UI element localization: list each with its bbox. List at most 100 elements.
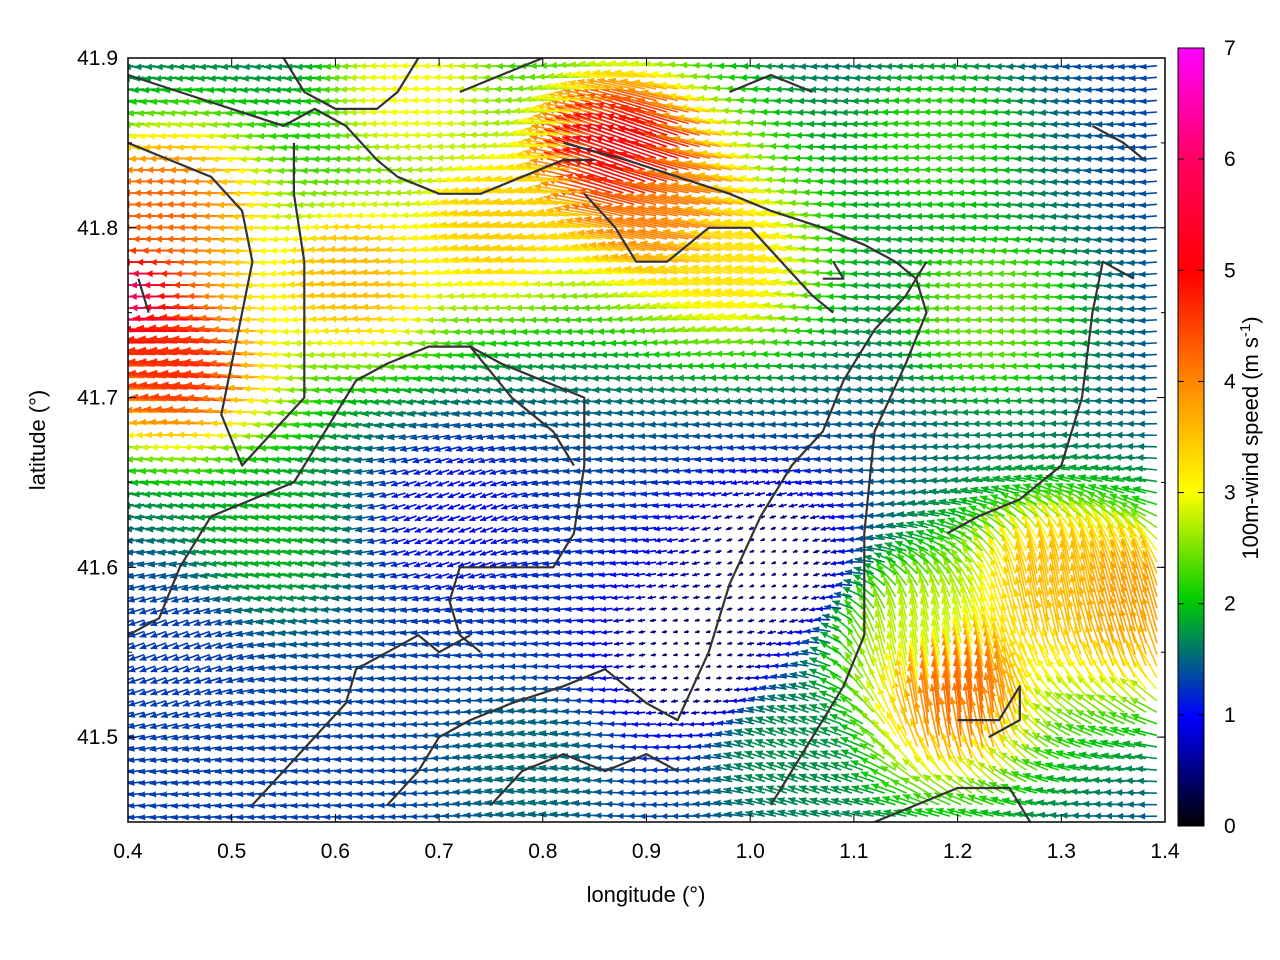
wind-arrow — [989, 546, 1006, 586]
wind-arrow — [632, 721, 646, 727]
wind-arrow — [747, 630, 755, 634]
wind-arrow — [683, 618, 689, 622]
wind-arrow — [776, 491, 787, 497]
wind-arrow — [851, 785, 875, 794]
wind-arrow — [610, 572, 624, 578]
wind-arrow — [754, 750, 777, 760]
wind-arrow — [160, 768, 178, 775]
wind-arrow — [726, 537, 733, 542]
wind-arrow — [693, 595, 700, 600]
wind-arrow — [880, 781, 907, 794]
wind-arrow — [798, 785, 820, 794]
wind-arrow — [733, 786, 755, 794]
wind-arrow — [912, 775, 940, 794]
wind-arrow — [737, 641, 744, 646]
wind-arrow — [128, 376, 134, 379]
wind-arrow — [812, 537, 820, 542]
wind-arrow — [733, 762, 755, 771]
wind-arrow — [862, 809, 885, 818]
wind-arrow — [905, 530, 929, 540]
wind-arrow — [160, 757, 178, 764]
wind-arrow — [600, 606, 613, 612]
wind-arrow — [743, 491, 755, 497]
wind-arrow — [737, 653, 744, 657]
wind-arrow — [665, 733, 678, 739]
wind-arrow — [667, 549, 679, 555]
wind-arrow — [654, 537, 668, 543]
wind-arrow — [802, 537, 809, 542]
wind-arrow — [447, 515, 461, 522]
wind-arrow — [694, 687, 700, 692]
wind-arrow — [737, 526, 744, 531]
wind-arrow — [1138, 340, 1158, 347]
wind-arrow — [704, 595, 711, 600]
wind-arrow — [622, 583, 635, 589]
wind-arrow — [436, 503, 450, 510]
wind-arrow — [780, 607, 787, 611]
wind-arrow — [610, 583, 624, 589]
wind-arrow — [760, 572, 766, 577]
wind-arrow — [949, 696, 962, 748]
wind-arrow — [621, 710, 635, 716]
wind-arrow — [128, 284, 134, 286]
wind-arrow — [649, 618, 657, 623]
wind-arrow — [588, 664, 602, 670]
wind-arrow — [700, 514, 711, 520]
wind-arrow — [771, 572, 777, 577]
wind-arrow — [458, 538, 472, 545]
wind-arrow — [679, 560, 689, 566]
wind-arrow — [977, 779, 1005, 794]
wind-arrow — [744, 773, 766, 783]
wind-arrow — [1136, 777, 1157, 785]
wind-arrow — [1112, 752, 1136, 760]
wind-arrow — [870, 736, 897, 760]
wind-arrow — [726, 618, 733, 623]
wind-arrow — [771, 537, 777, 542]
wind-arrow — [656, 572, 668, 577]
wind-arrow — [1021, 758, 1049, 771]
wind-arrow — [771, 583, 777, 588]
wind-arrow — [576, 629, 591, 636]
wind-arrow — [713, 526, 722, 531]
wind-arrow — [733, 739, 755, 748]
wind-arrow — [990, 796, 1016, 806]
wind-arrow — [1138, 259, 1158, 267]
wind-arrow — [694, 641, 700, 645]
wind-arrow — [765, 761, 788, 771]
wind-arrow — [193, 745, 210, 752]
wind-arrow — [782, 549, 788, 554]
wind-arrow — [809, 773, 831, 783]
wind-arrow — [1135, 465, 1158, 472]
wind-arrow — [436, 515, 450, 522]
wind-arrow — [787, 797, 809, 806]
wind-arrow — [458, 503, 472, 510]
wind-arrow — [149, 757, 167, 764]
wind-arrow — [1044, 762, 1071, 771]
wind-arrow — [767, 630, 777, 635]
wind-arrow — [1138, 363, 1158, 370]
wind-arrow — [902, 793, 929, 806]
wind-arrow — [1036, 799, 1060, 807]
wind-arrow — [588, 618, 602, 624]
wind-arrow — [727, 653, 733, 657]
wind-arrow — [746, 652, 755, 658]
wind-arrow — [978, 795, 1005, 806]
wind-arrow — [744, 675, 755, 681]
wind-arrow — [727, 641, 733, 646]
wind-arrow — [776, 738, 798, 748]
wind-arrow — [861, 784, 885, 794]
wind-arrow — [792, 549, 798, 554]
wind-arrow — [830, 750, 853, 760]
wind-arrow — [621, 572, 635, 578]
wind-arrow — [809, 514, 820, 520]
wind-arrow — [684, 629, 689, 634]
wind-arrow — [576, 618, 591, 624]
wind-arrow — [712, 514, 722, 520]
wind-arrow — [647, 699, 657, 704]
wind-arrow — [648, 606, 657, 611]
wind-arrow — [1078, 751, 1103, 760]
wind-arrow — [1138, 351, 1158, 359]
wind-arrow — [128, 318, 134, 321]
wind-arrow — [691, 549, 700, 554]
wind-arrow — [792, 595, 798, 600]
